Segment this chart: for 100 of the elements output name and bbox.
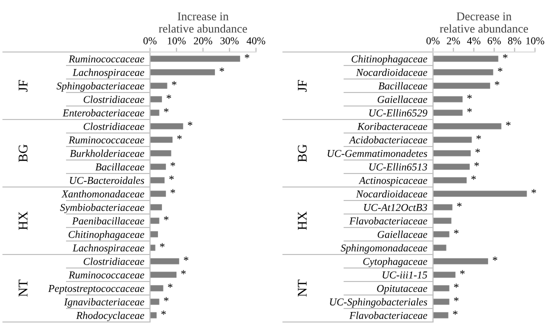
bar: [433, 150, 471, 156]
bar: [150, 272, 176, 278]
bar: [433, 218, 452, 224]
data-label: *: [454, 297, 459, 302]
bar: [433, 204, 452, 210]
bar: [150, 218, 160, 224]
bar: [433, 272, 456, 278]
data-label: *: [184, 256, 188, 261]
y-tick-label: Sphingomonadaceae: [340, 244, 428, 254]
x-tick-label: 8%: [508, 37, 522, 44]
y-tick-label: Bacillaceae: [95, 163, 144, 170]
y-tick-label: Bacillaceae: [378, 82, 428, 90]
y-tick-label: Nocardioidaceae: [356, 68, 428, 76]
bar: [433, 312, 448, 318]
bar: [433, 69, 494, 76]
bar: [433, 110, 463, 116]
y-tick-label: Xanthomonadaceae: [61, 190, 144, 198]
bar: [433, 123, 502, 130]
data-label: *: [453, 310, 458, 315]
y-tick-label: UC-Ellin6529: [369, 109, 428, 116]
chart-title: Decrease in relative abundance: [440, 12, 528, 33]
bar: [150, 204, 162, 210]
data-label: *: [471, 176, 476, 180]
y-tick-label: Gaiellaceae: [378, 230, 428, 238]
y-tick-label: Symbiobacteriaceae: [60, 204, 144, 214]
bar: [433, 285, 450, 292]
y-tick-label: Chitinophagaceae: [352, 55, 428, 65]
data-label: *: [476, 135, 481, 140]
y-tick-label: Nocardioidaceae: [356, 190, 428, 198]
text: NT: [18, 280, 28, 297]
bar: [150, 258, 180, 264]
data-label: *: [498, 68, 502, 72]
y-tick-label: Flavobacteriaceae: [349, 217, 428, 224]
y-tick-label: Lachnospiraceae: [72, 244, 144, 254]
bar: [150, 69, 215, 76]
data-label: *: [188, 122, 192, 126]
text: BG: [298, 144, 307, 162]
y-tick-label: UC-Bacteroidales: [70, 176, 144, 184]
data-label: *: [164, 297, 168, 302]
y-tick-label: Enterobacteriaceae: [62, 109, 144, 116]
text: HX: [18, 211, 28, 230]
data-label: *: [460, 270, 465, 274]
bar: [150, 123, 184, 130]
bar: [150, 312, 157, 318]
data-label: *: [164, 216, 168, 220]
data-label: *: [160, 243, 164, 248]
data-label: *: [169, 176, 174, 180]
data-label: *: [474, 162, 479, 166]
bar: [150, 150, 172, 156]
y-tick-label: Burkholderiaceae: [70, 150, 144, 157]
bar: [433, 164, 470, 170]
chart-title: Increase in relative abundance: [158, 12, 247, 33]
bar: [150, 164, 166, 170]
y-tick-label: UC-iii1-15: [382, 271, 428, 278]
bar: [433, 298, 450, 305]
bar: [433, 177, 467, 184]
y-tick-label: Gaiellaceae: [378, 96, 428, 103]
bar: [433, 190, 527, 197]
data-label: *: [168, 284, 172, 288]
x-tick-label: 0%: [426, 37, 440, 44]
bar: [150, 298, 160, 305]
y-tick-label: Flavobacteriaceae: [349, 312, 428, 319]
data-label: *: [467, 108, 472, 112]
bar: [150, 231, 158, 238]
bar: [150, 177, 165, 184]
data-label: *: [170, 162, 176, 166]
x-tick-label: 30%: [220, 37, 239, 44]
y-tick-label: Chitinophagaceae: [68, 230, 144, 240]
bar: [150, 136, 173, 143]
bar: [433, 96, 463, 102]
bar: [433, 56, 498, 62]
bar: [433, 258, 488, 264]
text: NT: [298, 280, 307, 297]
bar: [150, 56, 240, 62]
y-tick-label: Koribacteraceae: [357, 122, 428, 130]
text: JF: [298, 80, 307, 92]
data-label: *: [164, 108, 168, 112]
bar: [150, 82, 168, 89]
data-label: *: [454, 230, 459, 234]
data-label: *: [492, 256, 498, 261]
y-tick-label: Paenibacillaceae: [72, 217, 144, 224]
data-label: *: [494, 81, 500, 86]
data-label: *: [506, 122, 511, 126]
text: BG: [18, 144, 28, 162]
y-tick-label: Rhodocyclaceae: [76, 312, 144, 322]
data-label: *: [454, 284, 459, 288]
x-tick-label: 6%: [488, 37, 501, 44]
x-tick-label: 10%: [168, 37, 186, 44]
bar: [433, 231, 450, 238]
data-label: *: [170, 189, 176, 194]
bar: [433, 136, 472, 143]
x-tick-label: 10%: [526, 37, 544, 44]
y-tick-label: Clostridiaceae: [84, 258, 144, 265]
x-tick-label: 20%: [194, 37, 212, 44]
y-tick-label: UC-Sphingobacteriales: [330, 298, 428, 308]
bar: [150, 190, 166, 197]
y-tick-label: Actinospicaceae: [358, 176, 428, 186]
data-label: *: [181, 270, 186, 274]
y-tick-label: Ignavibacteriaceae: [64, 298, 144, 308]
data-label: *: [475, 148, 480, 153]
